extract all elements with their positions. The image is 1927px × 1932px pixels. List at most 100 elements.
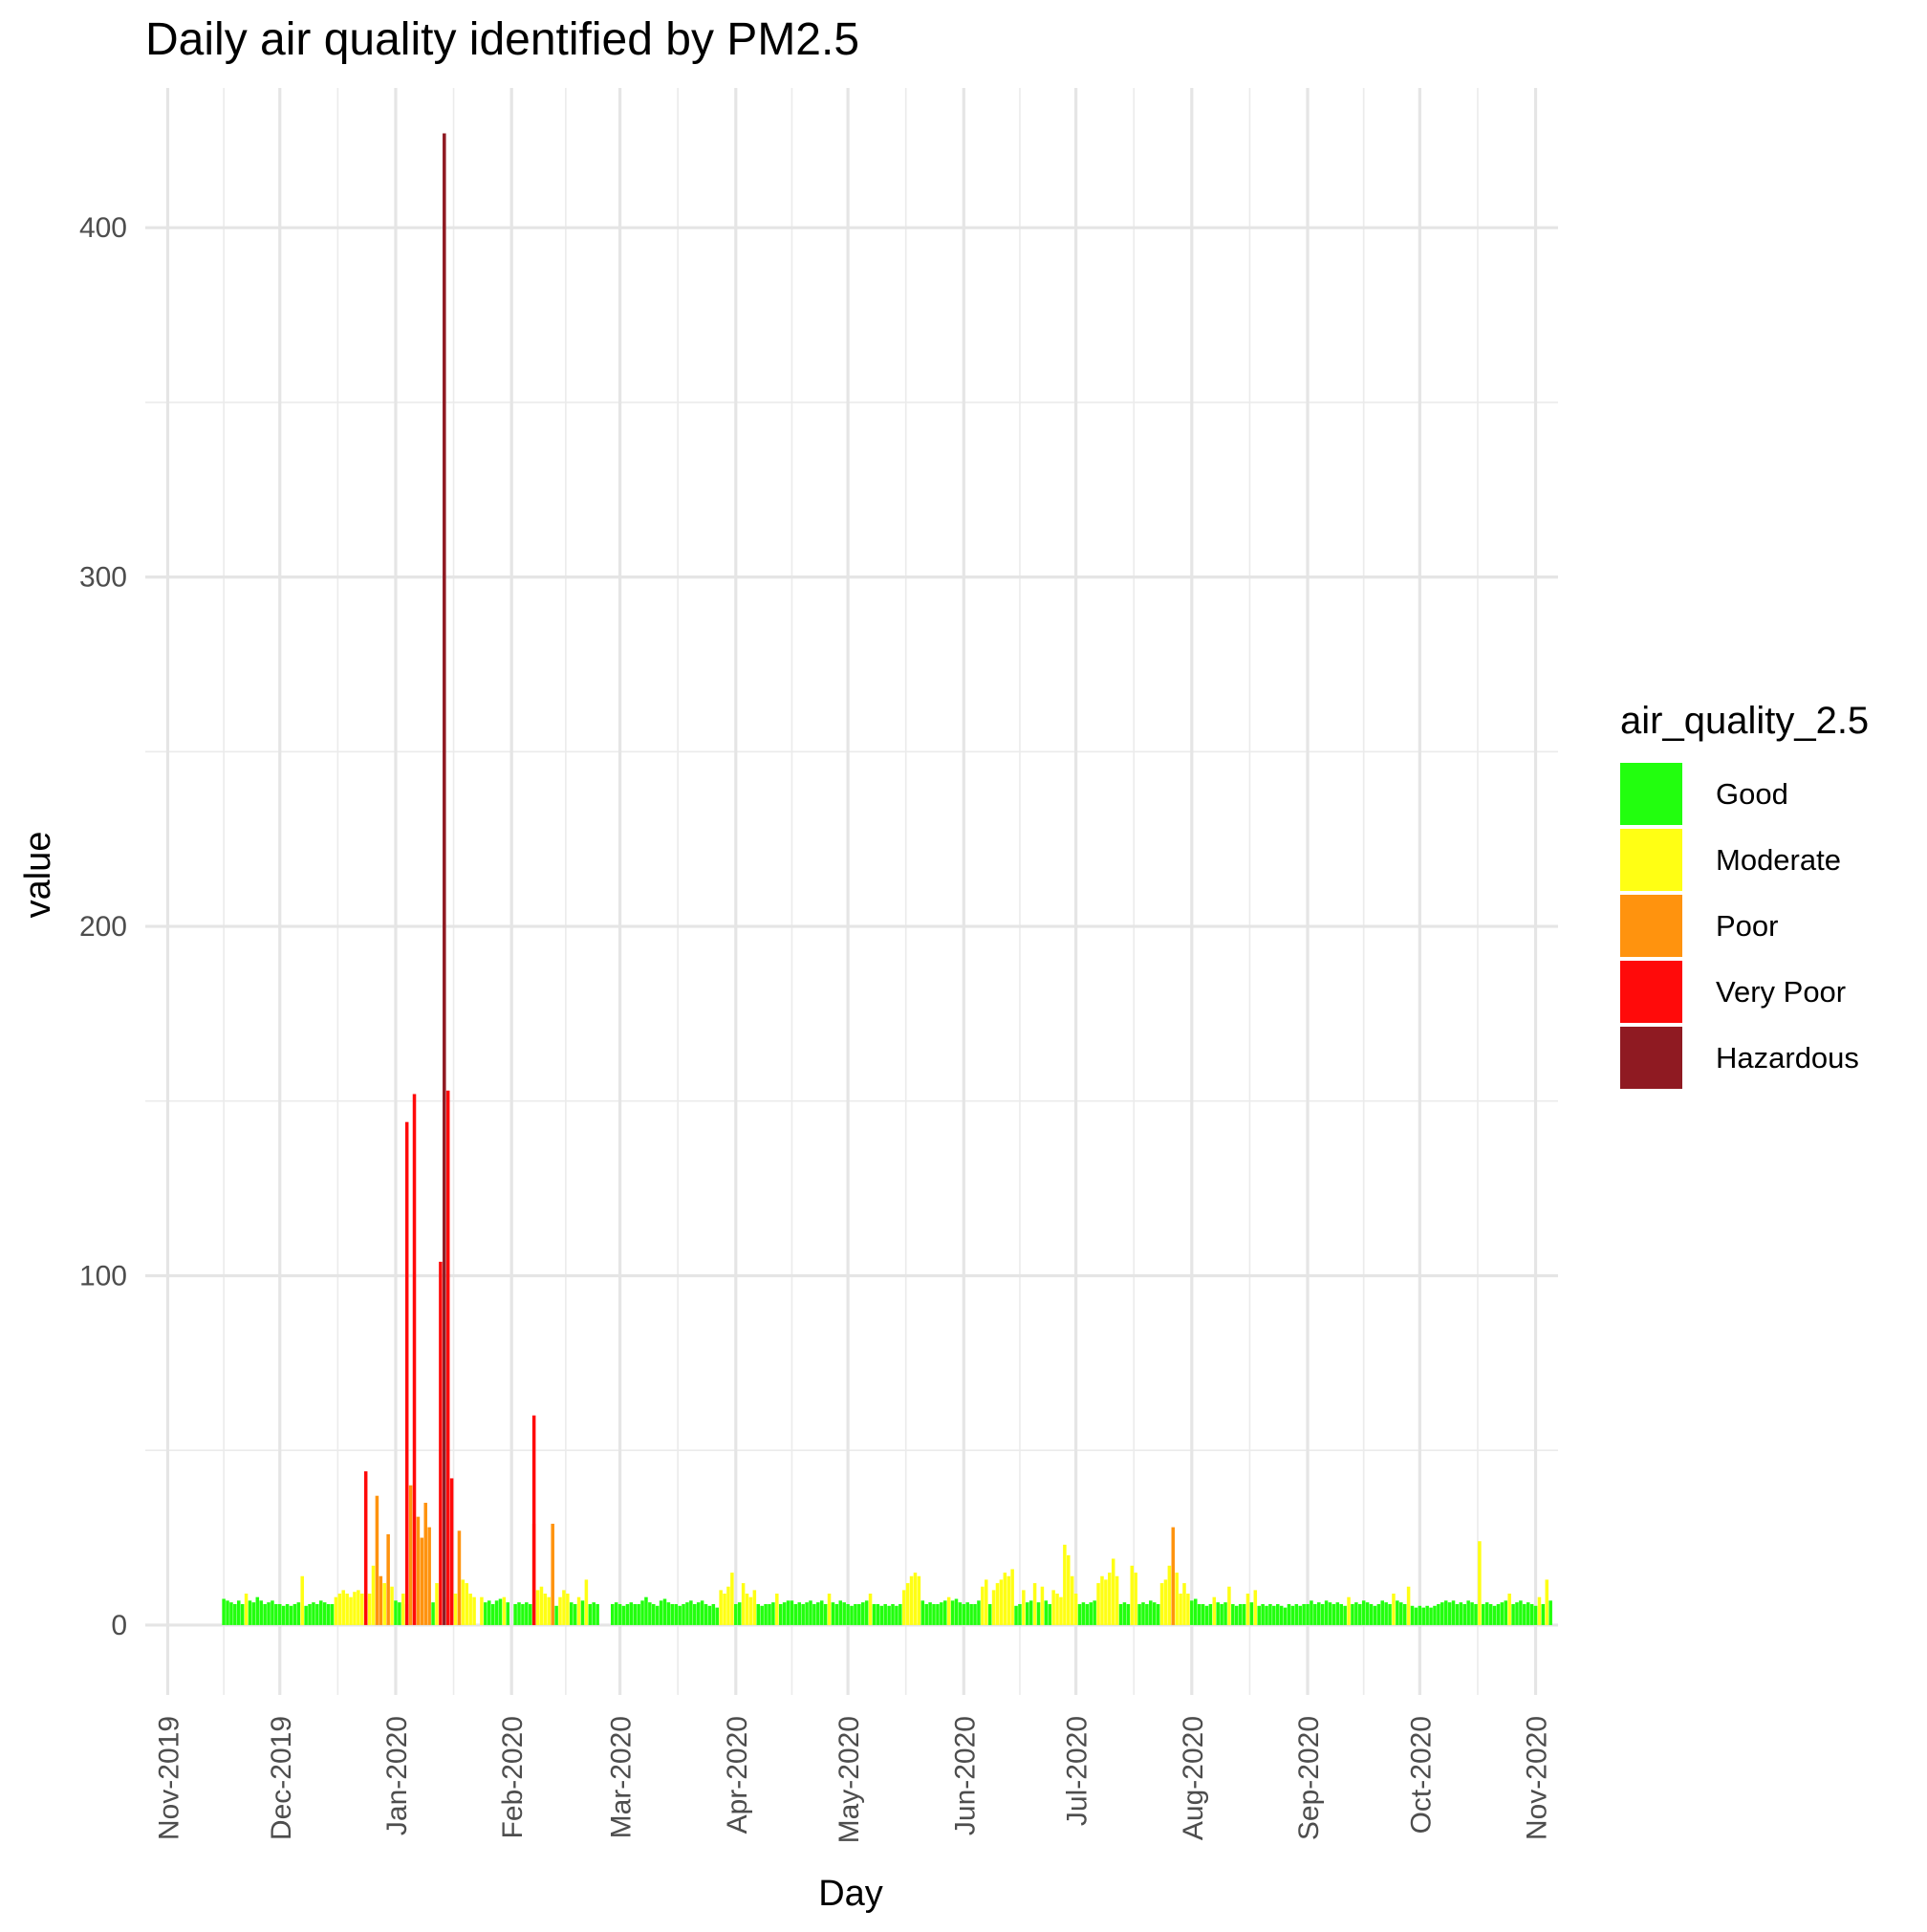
- bar: [741, 1583, 746, 1625]
- bar: [465, 1583, 469, 1625]
- bar: [924, 1603, 928, 1625]
- bar: [554, 1605, 558, 1625]
- bar: [1406, 1586, 1411, 1625]
- bar: [1470, 1602, 1474, 1625]
- x-axis-title: Day: [818, 1874, 883, 1914]
- bar: [625, 1603, 630, 1625]
- bar: [233, 1603, 237, 1625]
- bar: [965, 1602, 969, 1625]
- bar: [1373, 1605, 1377, 1625]
- bar: [1317, 1602, 1321, 1625]
- bar: [1484, 1602, 1489, 1625]
- bar: [1051, 1590, 1055, 1625]
- x-tick-label: Feb-2020: [497, 1716, 529, 1838]
- legend-swatch: [1620, 1027, 1682, 1089]
- bar: [1216, 1602, 1220, 1625]
- bar: [1201, 1603, 1205, 1625]
- legend-swatch: [1620, 895, 1682, 957]
- bar: [991, 1590, 996, 1625]
- bar: [445, 1090, 450, 1625]
- bar: [539, 1586, 544, 1625]
- bar: [1186, 1594, 1190, 1625]
- bar: [655, 1605, 660, 1625]
- bar: [281, 1605, 286, 1625]
- bar: [461, 1579, 466, 1625]
- bar: [398, 1602, 401, 1625]
- bar: [490, 1603, 495, 1625]
- bar: [468, 1594, 472, 1625]
- bar: [573, 1603, 577, 1625]
- bar: [946, 1596, 951, 1625]
- x-tick-label: Jan-2020: [381, 1716, 413, 1835]
- bar: [580, 1600, 585, 1625]
- bar: [1212, 1596, 1217, 1625]
- bar: [637, 1603, 640, 1625]
- x-tick-label: Jul-2020: [1062, 1716, 1093, 1826]
- bar: [487, 1600, 491, 1625]
- bar: [1474, 1603, 1478, 1625]
- bar: [1414, 1607, 1418, 1625]
- bar: [1063, 1544, 1067, 1625]
- y-tick-label: 0: [111, 1610, 127, 1641]
- bar: [614, 1602, 618, 1625]
- bar: [1447, 1602, 1452, 1625]
- legend-swatch: [1620, 763, 1682, 825]
- bar: [435, 1583, 439, 1625]
- bar: [786, 1600, 790, 1625]
- x-tick-label: Nov-2020: [1522, 1716, 1553, 1840]
- bar: [682, 1603, 685, 1625]
- bar: [345, 1594, 349, 1625]
- bar: [928, 1602, 932, 1625]
- bar: [1537, 1596, 1542, 1625]
- bar: [617, 1603, 622, 1625]
- bar: [1541, 1603, 1546, 1625]
- bar: [566, 1594, 570, 1625]
- bar: [449, 1478, 454, 1625]
- bar: [1134, 1573, 1137, 1625]
- bar: [312, 1602, 315, 1625]
- bar: [390, 1586, 394, 1625]
- bar: [1402, 1603, 1407, 1625]
- legend-label: Very Poor: [1716, 975, 1846, 1009]
- bar: [341, 1590, 345, 1625]
- bar: [1328, 1602, 1332, 1625]
- bar: [823, 1603, 828, 1625]
- bar: [401, 1594, 405, 1625]
- bar: [905, 1583, 910, 1625]
- bar: [719, 1590, 723, 1625]
- bar: [285, 1603, 290, 1625]
- bar: [704, 1603, 708, 1625]
- bar: [633, 1603, 637, 1625]
- bar: [981, 1586, 985, 1625]
- bar: [1014, 1605, 1018, 1625]
- bar: [443, 133, 446, 1625]
- bar: [977, 1600, 981, 1625]
- bar: [1093, 1600, 1096, 1625]
- bar: [1118, 1603, 1123, 1625]
- bar: [734, 1603, 738, 1625]
- bar: [412, 1094, 417, 1625]
- bar: [793, 1603, 798, 1625]
- bar: [872, 1603, 877, 1625]
- bar: [1007, 1575, 1010, 1625]
- bar: [674, 1603, 678, 1625]
- bar: [1111, 1558, 1115, 1625]
- bar: [932, 1603, 936, 1625]
- bar: [229, 1602, 233, 1625]
- bar: [502, 1596, 507, 1625]
- bar: [1302, 1603, 1306, 1625]
- bar: [408, 1485, 413, 1625]
- x-tick-label: Dec-2019: [266, 1716, 297, 1840]
- bar: [431, 1602, 435, 1625]
- bar: [987, 1603, 992, 1625]
- bar: [251, 1602, 256, 1625]
- bar: [222, 1598, 226, 1625]
- bar: [353, 1592, 357, 1625]
- bar: [999, 1579, 1004, 1625]
- bar: [1418, 1605, 1422, 1625]
- bar: [420, 1537, 424, 1625]
- bar: [1287, 1603, 1291, 1625]
- bar: [1294, 1603, 1299, 1625]
- bar: [1040, 1586, 1045, 1625]
- bar: [416, 1516, 421, 1625]
